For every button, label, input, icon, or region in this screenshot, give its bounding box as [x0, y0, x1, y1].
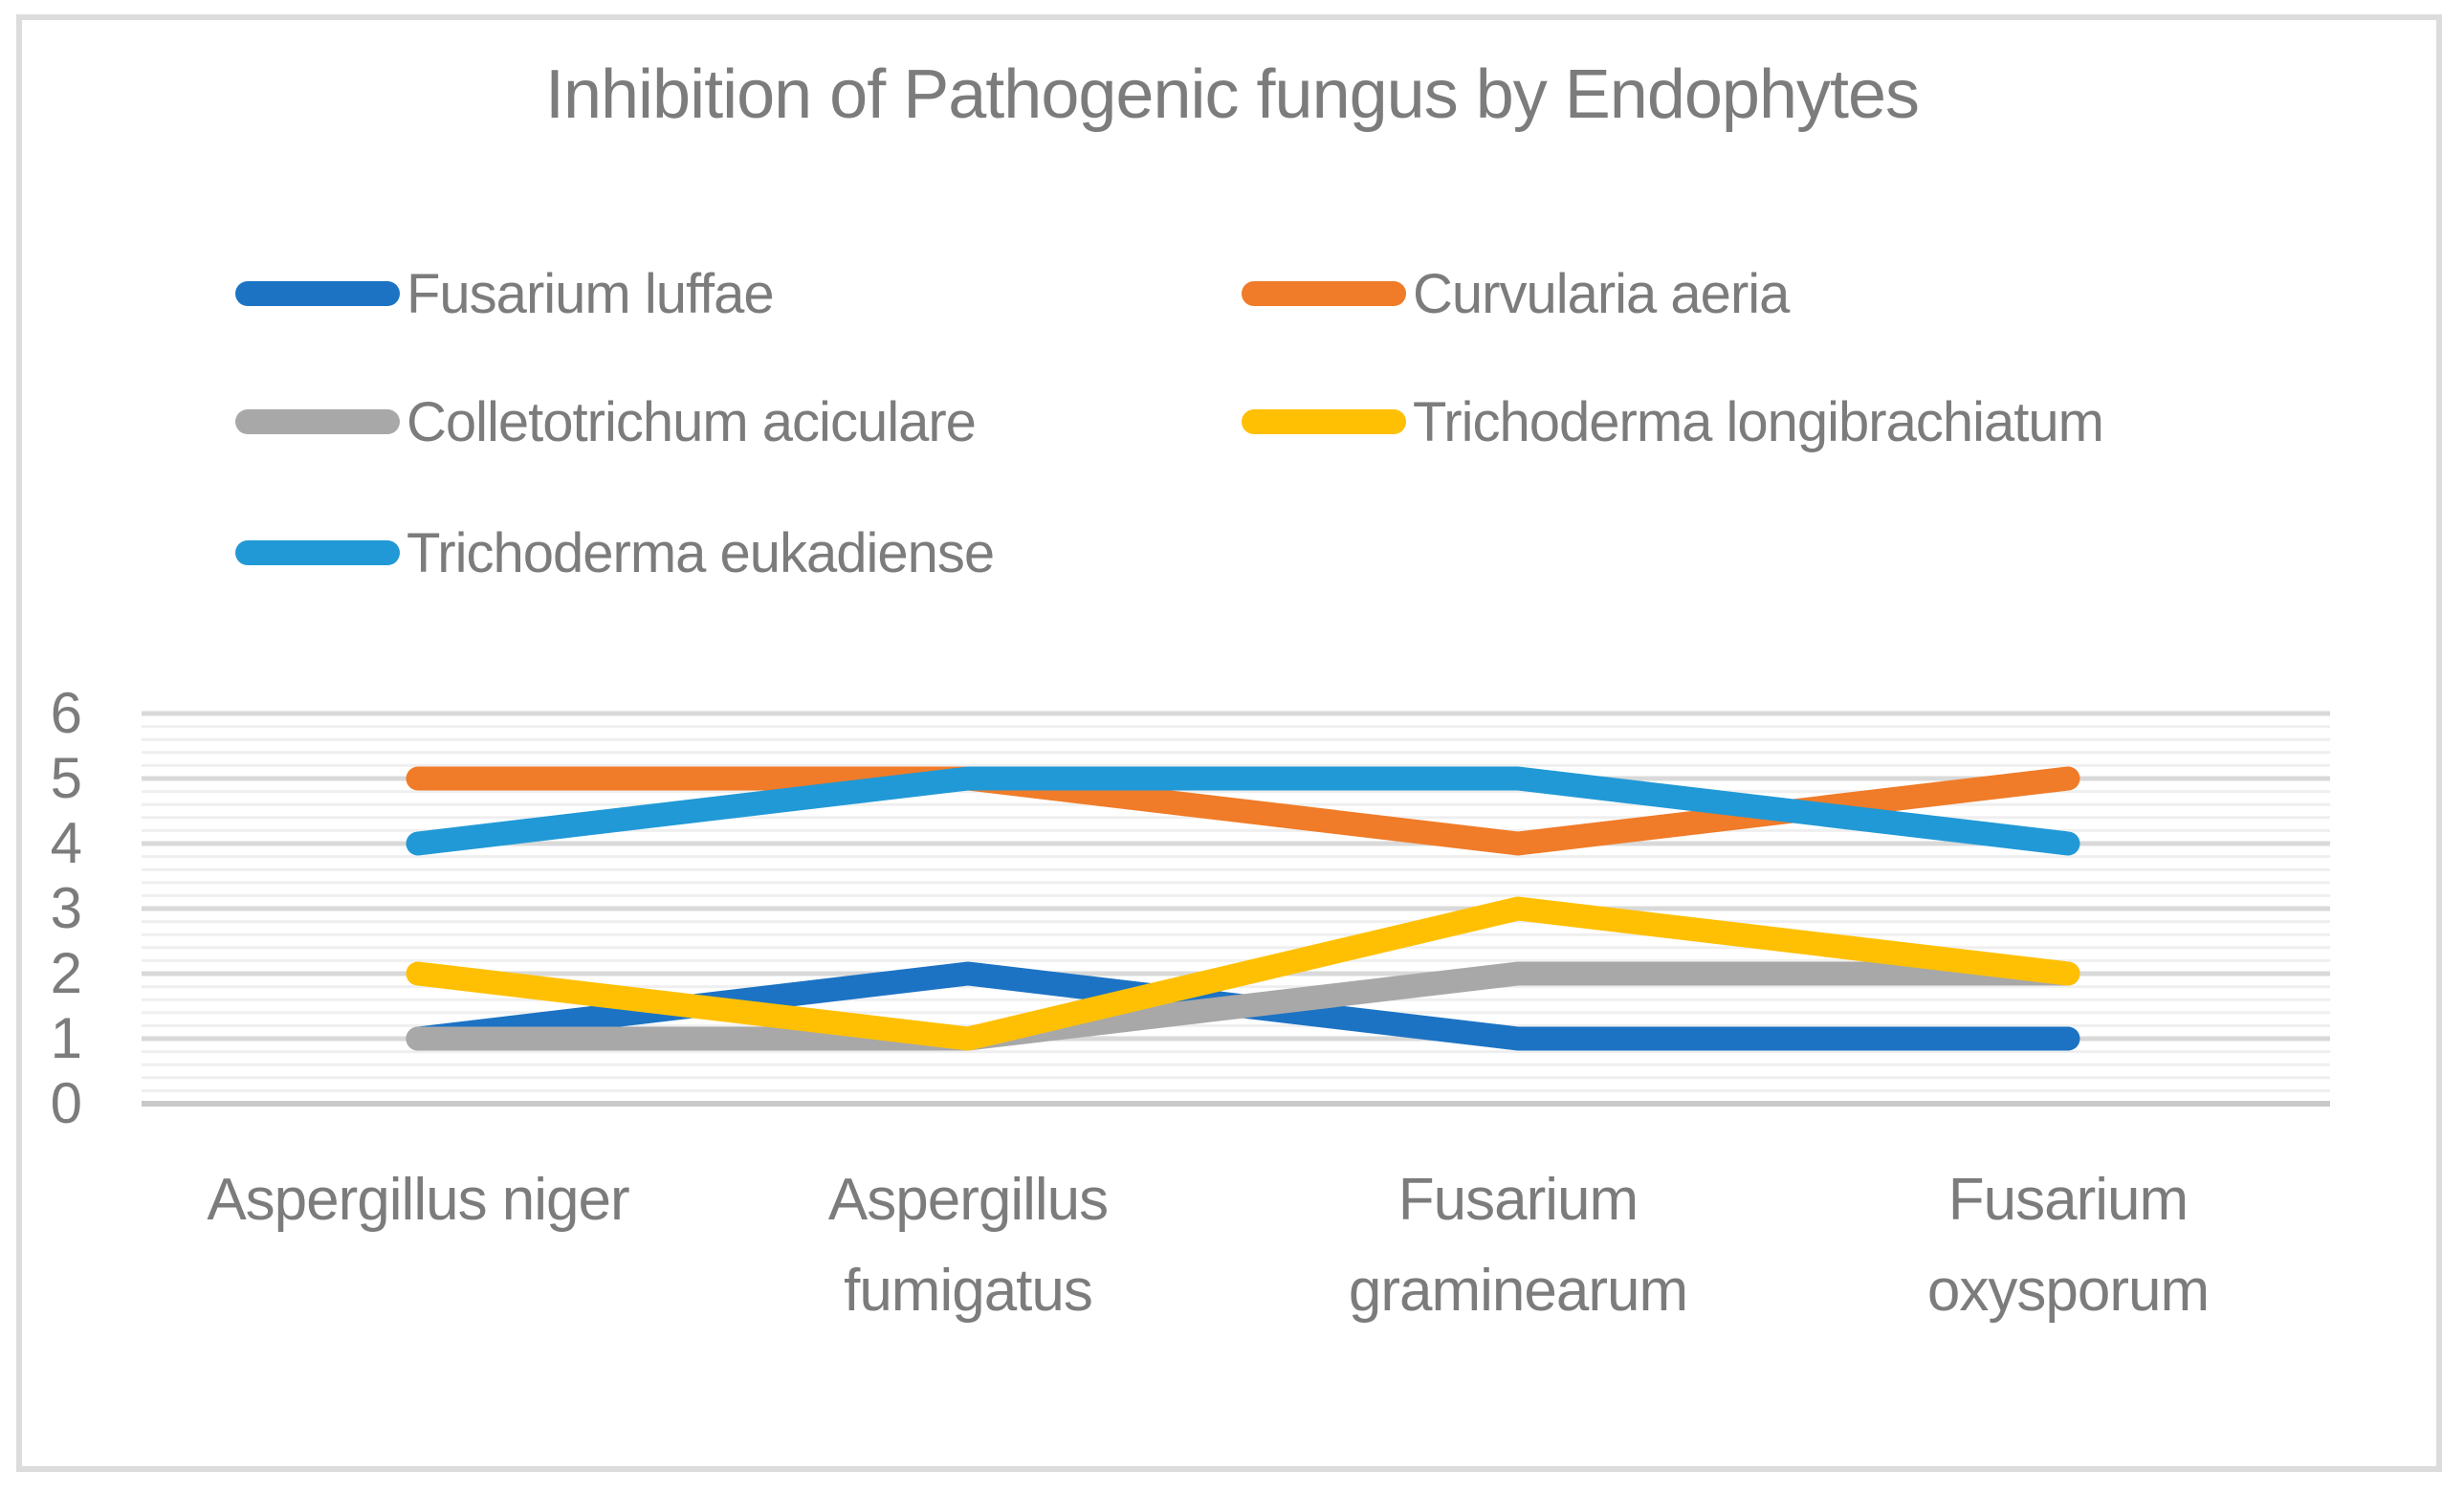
x-category-line: Aspergillus	[827, 1167, 1109, 1233]
legend-label: Fusarium luffae	[407, 262, 775, 325]
legend-item-trichoderma-eukadiense: Trichoderma eukadiense	[235, 518, 995, 587]
series-line-trichoderma-eukadiense	[406, 766, 2080, 856]
chart-title: Inhibition of Pathogenic fungus by Endop…	[544, 56, 1920, 133]
legend-item-colletotrichum-aciculare: Colletotrichum aciculare	[235, 387, 977, 456]
y-tick-label-4: 4	[50, 811, 82, 875]
y-tick-label-5: 5	[50, 746, 82, 810]
x-category-line: Fusarium	[1947, 1167, 2189, 1233]
x-category-line: fumigatus	[844, 1258, 1093, 1324]
legend-marker-trichoderma-eukadiense	[235, 540, 400, 565]
y-tick-label-6: 6	[50, 681, 82, 745]
x-category-line: oxysporum	[1926, 1258, 2210, 1324]
x-category-line: graminearum	[1348, 1258, 1688, 1324]
x-category-label-fusarium-oxysporum: Fusarium oxysporum	[1771, 1154, 2365, 1336]
legend-label: Trichoderma eukadiense	[407, 521, 995, 584]
legend-marker-colletotrichum-aciculare	[235, 409, 400, 434]
x-category-label-aspergillus-niger: Aspergillus niger	[121, 1154, 715, 1245]
x-category-label-fusarium-graminearum: Fusarium graminearum	[1221, 1154, 1815, 1336]
series-line-colletotrichum-aciculare	[406, 961, 2080, 1051]
legend-marker-trichoderma-longibrachiatum	[1242, 409, 1406, 434]
series-line-trichoderma-longibrachiatum	[406, 896, 2080, 1051]
legend-label: Curvularia aeria	[1413, 262, 1790, 325]
x-category-line: Aspergillus niger	[207, 1167, 629, 1233]
legend-label: Colletotrichum aciculare	[407, 390, 977, 453]
y-tick-label-3: 3	[50, 876, 82, 940]
y-tick-label-1: 1	[50, 1006, 82, 1070]
legend-item-fusarium-luffae: Fusarium luffae	[235, 259, 775, 328]
x-category-line: Fusarium	[1397, 1167, 1639, 1233]
y-tick-label-2: 2	[50, 941, 82, 1005]
legend-marker-curvularia-aeria	[1242, 281, 1406, 306]
legend-item-trichoderma-longibrachiatum: Trichoderma longibrachiatum	[1242, 387, 2104, 456]
y-tick-label-0: 0	[50, 1071, 82, 1135]
legend-label: Trichoderma longibrachiatum	[1413, 390, 2104, 453]
x-category-label-aspergillus-fumigatus: Aspergillus fumigatus	[671, 1154, 1265, 1336]
legend-item-curvularia-aeria: Curvularia aeria	[1242, 259, 1790, 328]
legend-marker-fusarium-luffae	[235, 281, 400, 306]
